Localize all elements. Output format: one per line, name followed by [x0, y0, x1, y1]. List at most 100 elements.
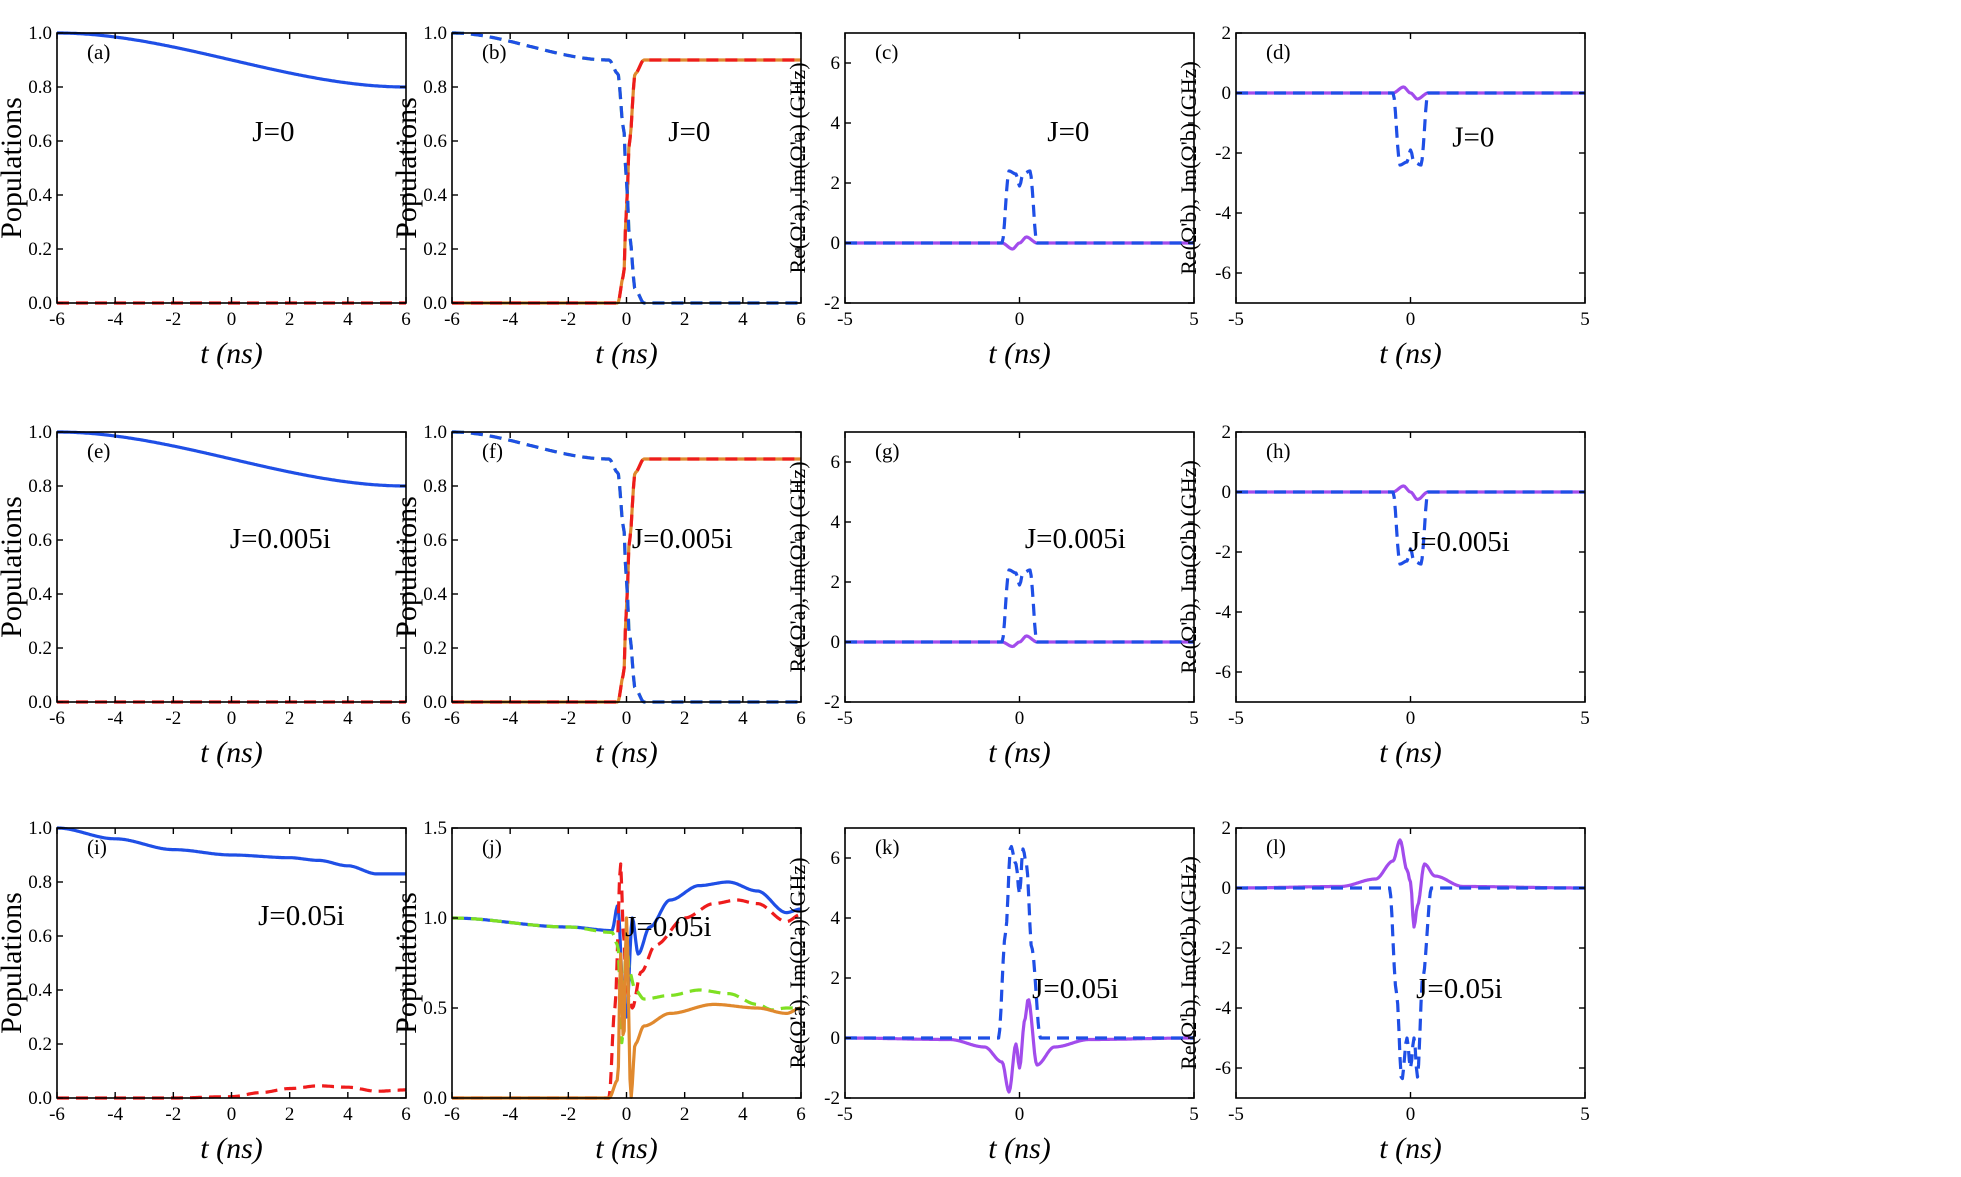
y-tick-label: 0.8 [28, 872, 52, 893]
y-axis-title: Populations [0, 97, 28, 239]
y-tick-label: 0 [831, 632, 841, 653]
x-tick-label: -4 [502, 309, 518, 330]
y-tick-label: 0.8 [28, 476, 52, 497]
x-tick-label: 0 [1406, 708, 1416, 729]
x-tick-label: 0 [1406, 1104, 1416, 1125]
x-axis-title: t (ns) [1379, 1132, 1442, 1165]
series-group [452, 430, 801, 704]
y-tick-label: -4 [1215, 998, 1231, 1019]
series-group [845, 169, 1194, 251]
x-tick-label: -6 [444, 309, 460, 330]
y-tick-label: -2 [824, 293, 840, 314]
y-axis-title: Re(Ω'a), Im(Ω'a) (GHz) [785, 461, 810, 672]
panel-label: (f) [482, 439, 503, 463]
y-tick-label: -2 [1215, 938, 1231, 959]
series-group [452, 31, 801, 305]
y-tick-label: 2 [831, 968, 841, 989]
x-tick-label: 6 [401, 1104, 411, 1125]
y-tick-label: -2 [1215, 542, 1231, 563]
panel-label: (i) [87, 835, 107, 859]
panel-label: (a) [87, 40, 110, 64]
y-tick-label: 0 [831, 233, 841, 254]
x-tick-label: -5 [1228, 1104, 1244, 1125]
x-tick-label: 6 [796, 708, 806, 729]
y-tick-label: 0.6 [28, 530, 52, 551]
y-axis-title: Re(Ω'a), Im(Ω'a) (GHz) [785, 62, 810, 273]
x-tick-label: 2 [285, 708, 295, 729]
x-axis-title: t (ns) [595, 736, 658, 769]
x-axis-title: t (ns) [200, 736, 263, 769]
y-tick-label: 2 [831, 572, 841, 593]
x-tick-label: -5 [837, 1104, 853, 1125]
x-tick-label: 4 [343, 1104, 353, 1125]
x-tick-label: 0 [622, 1104, 632, 1125]
x-tick-label: 6 [401, 708, 411, 729]
y-axis-title: Re(Ω'b), Im(Ω'b) (GHz) [1176, 61, 1201, 275]
x-tick-label: 4 [343, 708, 353, 729]
panel-k: -5 0 5 -2 0 2 4 6 t (ns) Re(Ω'a), Im(Ω'a) (GHz) (k… [785, 827, 1199, 1165]
y-tick-label: 1.0 [423, 23, 447, 44]
y-tick-label: 1.5 [423, 818, 447, 839]
x-tick-label: -4 [502, 1104, 518, 1125]
series-Im-line [845, 169, 1194, 245]
y-tick-label: 0.0 [28, 1088, 52, 1109]
coupling-annotation: J=0 [1047, 116, 1089, 148]
x-tick-label: 0 [622, 309, 632, 330]
x-tick-label: -6 [49, 1104, 65, 1125]
panel-label: (k) [875, 835, 900, 859]
panel-label: (e) [87, 439, 110, 463]
panel-label: (j) [482, 835, 502, 859]
y-tick-label: 0.6 [423, 530, 447, 551]
x-tick-label: 4 [738, 309, 748, 330]
x-tick-label: -5 [837, 708, 853, 729]
y-tick-label: 0.0 [423, 1088, 447, 1109]
y-tick-label: 0 [1222, 482, 1232, 503]
y-tick-label: 0.8 [423, 77, 447, 98]
panel-i: -6 -4 -2 0 2 4 6 0.0 0.2 0.4 0.6 0.8 1.0 t (ns) Popula… [0, 818, 411, 1165]
coupling-annotation: J=0.005i [632, 523, 733, 555]
x-tick-label: 0 [227, 708, 237, 729]
coupling-annotation: J=0.05i [1416, 973, 1502, 1005]
panel-label: (g) [875, 439, 900, 463]
y-tick-label: 6 [831, 452, 841, 473]
y-tick-label: -2 [824, 692, 840, 713]
y-tick-label: 0.4 [28, 584, 52, 605]
x-tick-label: 0 [1015, 1104, 1025, 1125]
y-axis-title: Re(Ω'b), Im(Ω'b) (GHz) [1176, 856, 1201, 1070]
plot-frame [1235, 32, 1586, 304]
series-blue-line [452, 430, 801, 704]
x-tick-label: -2 [560, 708, 576, 729]
x-tick-label: 2 [285, 309, 295, 330]
series-Im-line [1236, 490, 1585, 566]
x-tick-label: -2 [165, 708, 181, 729]
y-tick-label: 4 [831, 512, 841, 533]
y-tick-label: 0.4 [423, 584, 447, 605]
x-axis-title: t (ns) [595, 1132, 658, 1165]
x-tick-label: -2 [560, 1104, 576, 1125]
y-axis-title: Populations [390, 496, 423, 638]
series-green-line [452, 916, 801, 1045]
x-tick-label: 6 [401, 309, 411, 330]
y-tick-label: 0.2 [28, 638, 52, 659]
y-tick-label: 2 [1222, 422, 1232, 443]
x-tick-label: -2 [165, 309, 181, 330]
x-tick-label: 2 [680, 1104, 690, 1125]
y-tick-label: 1.0 [28, 23, 52, 44]
coupling-annotation: J=0 [1452, 121, 1494, 153]
x-tick-label: 4 [738, 708, 748, 729]
plot-frame [844, 32, 1195, 304]
series-Re-line [1236, 838, 1585, 929]
x-tick-label: -6 [49, 708, 65, 729]
y-tick-label: -4 [1215, 203, 1231, 224]
series-group [845, 845, 1194, 1094]
x-tick-label: 0 [1406, 309, 1416, 330]
panel-label: (d) [1266, 40, 1291, 64]
y-tick-label: 6 [831, 848, 841, 869]
series-group [1236, 85, 1585, 167]
y-tick-label: 1.0 [28, 422, 52, 443]
x-tick-label: -4 [107, 1104, 123, 1125]
panel-a: -6 -4 -2 0 2 4 6 0.0 0.2 0.4 0.6 0.8 1.0 t (ns) Popula… [0, 23, 411, 370]
y-tick-label: 0.4 [28, 185, 52, 206]
y-tick-label: 0 [1222, 878, 1232, 899]
x-tick-label: 5 [1580, 309, 1590, 330]
